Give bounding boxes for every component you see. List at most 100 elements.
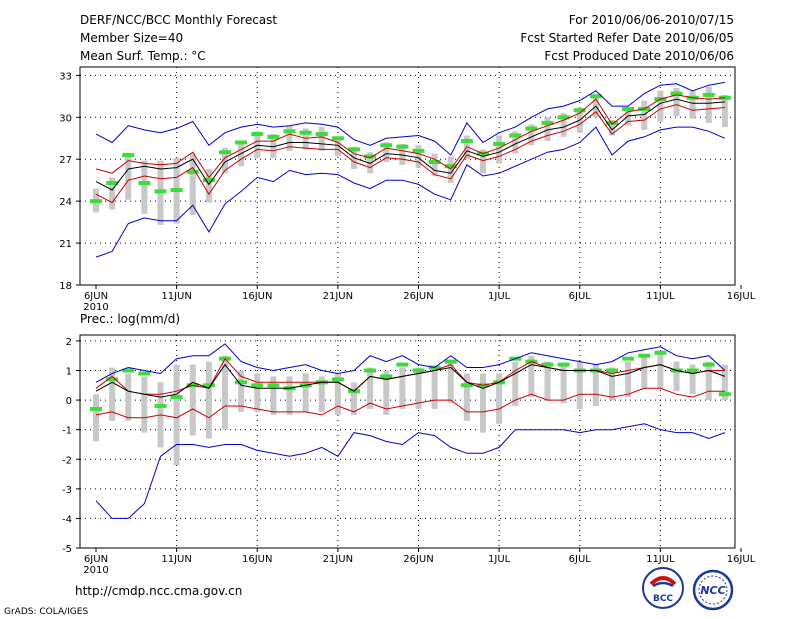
temp-spread-box xyxy=(318,127,325,151)
ncc-logo-text: NCC xyxy=(700,584,725,597)
temp-xtick-label: 16JUL xyxy=(727,291,756,302)
member-size: Member Size=40 xyxy=(80,31,184,45)
temp-observed-mark xyxy=(493,141,506,146)
temp-spread-box xyxy=(109,177,116,210)
prec-observed-mark xyxy=(235,380,248,385)
prec-spread-box xyxy=(318,376,325,412)
temp-observed-mark xyxy=(364,154,377,159)
temp-spread-box xyxy=(254,131,261,158)
temp-observed-mark xyxy=(444,164,457,169)
prec-xtick-label: 21JUN xyxy=(323,554,353,565)
prec-observed-mark xyxy=(654,350,667,355)
temp-band-high-line xyxy=(95,94,725,179)
temp-observed-mark xyxy=(525,126,538,131)
prec-spread-box xyxy=(512,361,519,406)
temp-spread-box xyxy=(480,149,486,174)
temp-spread-box xyxy=(625,107,632,126)
prec-spread-box xyxy=(399,367,406,409)
prec-spread-box xyxy=(609,367,615,401)
temp-ytick-label: 24 xyxy=(59,197,72,208)
forecast-period: For 2010/06/06-2010/07/15 xyxy=(568,13,734,27)
prec-spread-box xyxy=(270,376,277,415)
temp-observed-mark xyxy=(235,140,248,145)
temp-xtick-label: 26JUN xyxy=(403,291,433,302)
prec-max-line xyxy=(95,343,726,383)
prec-observed-mark xyxy=(364,368,377,373)
prec-spread-box xyxy=(222,355,228,430)
temp-observed-mark xyxy=(557,115,570,120)
prec-observed-mark xyxy=(541,362,554,367)
started-date: Fcst Started Refer Date 2010/06/05 xyxy=(520,31,734,45)
prec-spread-box xyxy=(286,376,293,415)
temp-observed-mark xyxy=(299,130,312,135)
temp-year-label: 2010 xyxy=(83,302,108,313)
temp-observed-mark xyxy=(331,136,344,141)
temp-min-line xyxy=(95,126,726,258)
temp-observed-mark xyxy=(606,120,618,125)
prec-xtick-label: 6JUL xyxy=(569,554,592,565)
temp-observed-mark xyxy=(267,134,280,139)
prec-spread-box xyxy=(673,361,680,392)
temp-spread-box xyxy=(125,155,132,200)
temp-observed-mark xyxy=(186,169,199,174)
temp-observed-mark xyxy=(348,147,360,152)
temp-observed-mark xyxy=(670,91,683,96)
temp-observed-mark xyxy=(251,132,264,137)
prec-year-label: 2010 xyxy=(83,565,108,576)
prec-observed-mark xyxy=(380,374,393,379)
temp-spread-box xyxy=(592,93,599,118)
temp-max-line xyxy=(95,81,725,156)
prec-xtick-label: 16JUN xyxy=(242,554,272,565)
prec-ytick-label: 2 xyxy=(66,337,72,348)
temp-spread-box xyxy=(415,145,422,168)
temp-ytick-label: 18 xyxy=(59,281,72,292)
prec-observed-mark xyxy=(202,383,215,388)
prec-spread-box xyxy=(415,367,422,409)
prec-observed-mark xyxy=(251,383,264,388)
temp-spread-box xyxy=(447,156,454,183)
prec-ytick-label: 0 xyxy=(66,396,72,407)
prec-observed-mark xyxy=(106,377,119,382)
temp-spread-box xyxy=(657,90,664,122)
temp-ytick-label: 33 xyxy=(59,71,72,82)
source-url[interactable]: http://cmdp.ncc.cma.gov.cn xyxy=(75,584,243,598)
temp-xtick-label: 6JUL xyxy=(569,291,592,302)
prec-ytick-label: -2 xyxy=(62,455,72,466)
temp-spread-box xyxy=(367,152,374,174)
temp-spread-box xyxy=(222,148,228,174)
prec-spread-box xyxy=(334,373,341,415)
prec-xtick-label: 26JUN xyxy=(403,554,433,565)
temp-observed-mark xyxy=(170,187,183,192)
temp-frame xyxy=(79,66,736,286)
temp-observed-mark xyxy=(154,189,167,194)
prec-observed-mark xyxy=(444,359,457,364)
prec-spread-box xyxy=(544,361,551,401)
chart-title: DERF/NCC/BCC Monthly Forecast xyxy=(80,13,278,27)
temp-spread-box xyxy=(496,135,503,164)
temp-observed-mark xyxy=(396,144,409,149)
prec-spread-box xyxy=(463,373,470,421)
prec-xtick-label: 11JUL xyxy=(646,554,675,565)
temp-observed-mark xyxy=(573,108,586,113)
bcc-logo-text: BCC xyxy=(653,594,673,604)
temp-spread-box xyxy=(205,169,212,203)
prec-spread-box xyxy=(496,373,503,424)
temp-observed-mark xyxy=(428,160,441,165)
prec-xtick-label: 11JUN xyxy=(161,554,191,565)
prec-observed-mark xyxy=(606,368,618,373)
prec-spread-box xyxy=(528,355,535,398)
temp-panel: 18 21 24 27 30 33 6JUN 11JUN 16JUN 21JUN 26JUN 1JUL… xyxy=(59,66,756,313)
bcc-logo-icon: BCC xyxy=(642,567,684,609)
temp-spread-box xyxy=(528,124,535,146)
temp-spread-box xyxy=(431,153,438,176)
prec-spread-box xyxy=(447,361,454,404)
prec-observed-mark xyxy=(718,392,731,397)
prec-mean-line xyxy=(95,363,726,398)
temp-observed-mark xyxy=(219,150,231,155)
prec-xtick-label: 6JUN xyxy=(84,554,108,565)
prec-observed-mark xyxy=(622,356,635,361)
prec-observed-mark xyxy=(331,377,344,382)
temp-observed-mark xyxy=(202,178,215,183)
